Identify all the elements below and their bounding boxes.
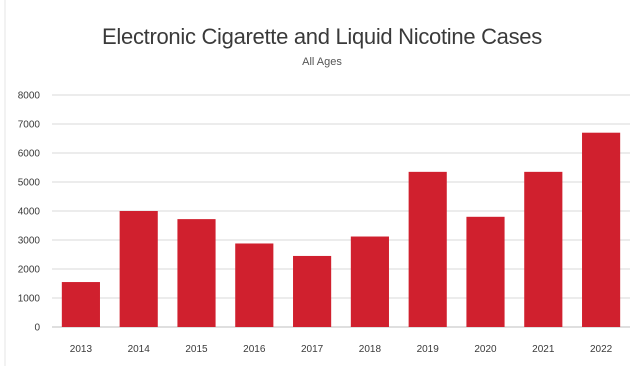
bar-2015: [177, 219, 216, 327]
x-tick-label: 2015: [185, 344, 208, 355]
bar-2017: [293, 255, 332, 327]
x-tick-label: 2014: [128, 344, 151, 355]
bar-2014: [119, 211, 158, 327]
chart-subtitle: All Ages: [302, 56, 342, 68]
chart-title: Electronic Cigarette and Liquid Nicotine…: [102, 24, 542, 49]
y-tick-label: 1000: [18, 294, 41, 305]
x-tick-label: 2018: [359, 344, 382, 355]
x-tick-label: 2016: [243, 344, 266, 355]
x-tick-label: 2021: [532, 344, 555, 355]
x-tick-label: 2013: [70, 344, 93, 355]
x-tick-label: 2019: [417, 344, 440, 355]
y-tick-label: 4000: [18, 207, 41, 218]
x-tick-label: 2022: [590, 344, 613, 355]
bar-2018: [350, 236, 389, 327]
bar-2019: [408, 171, 447, 327]
y-tick-label: 2000: [18, 265, 41, 276]
bar-2013: [61, 282, 100, 327]
bar-2022: [582, 132, 621, 327]
y-tick-label: 8000: [18, 91, 41, 102]
y-tick-label: 6000: [18, 149, 41, 160]
bar-2020: [466, 216, 505, 327]
x-tick-label: 2017: [301, 344, 324, 355]
bar-2016: [235, 243, 274, 327]
bar-2021: [524, 171, 563, 327]
x-tick-label: 2020: [474, 344, 497, 355]
y-tick-label: 3000: [18, 236, 41, 247]
y-tick-label: 5000: [18, 178, 41, 189]
y-tick-label: 7000: [18, 120, 41, 131]
y-tick-label: 0: [34, 323, 40, 334]
